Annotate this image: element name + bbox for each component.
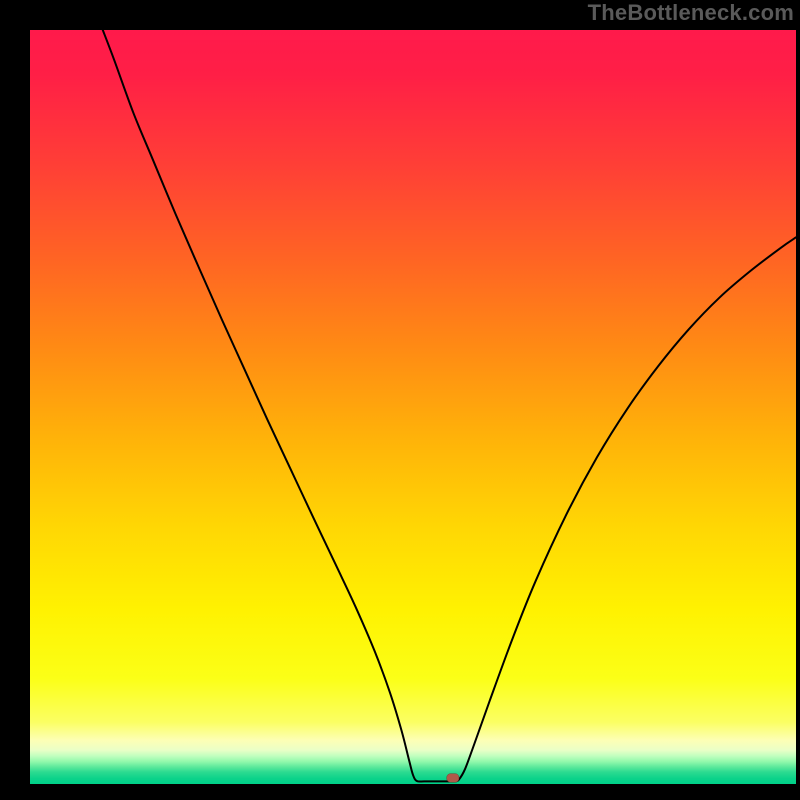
marker-dot [447,774,459,783]
chart-root: TheBottleneck.com [0,0,800,800]
watermark-text: TheBottleneck.com [588,0,794,26]
chart-canvas [0,0,800,800]
